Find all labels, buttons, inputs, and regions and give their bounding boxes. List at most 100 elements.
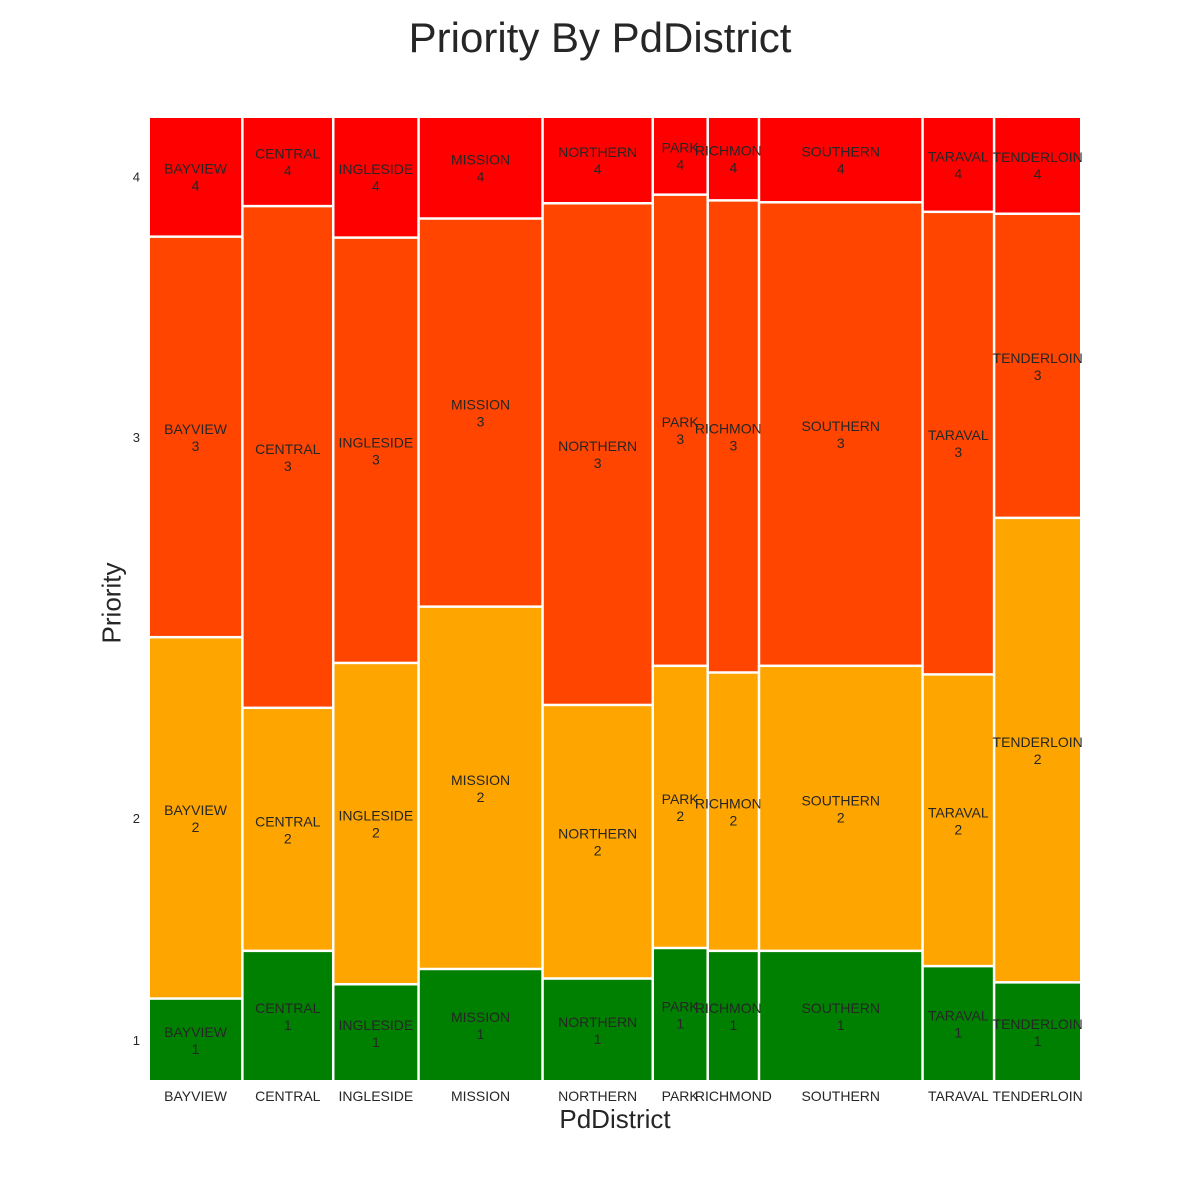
- y-tick-label: 2: [133, 811, 140, 826]
- mosaic-cell-northern-3: [543, 204, 652, 704]
- cell-label: INGLESIDE: [339, 434, 414, 450]
- mosaic-cell-ingleside-4: [334, 118, 418, 237]
- mosaic-cell-northern-1: [543, 979, 652, 1080]
- x-tick-label: INGLESIDE: [339, 1088, 414, 1104]
- mosaic-cell-mission-3: [419, 219, 542, 606]
- cell-label: 1: [192, 1041, 200, 1057]
- cell-label: NORTHERN: [558, 438, 637, 454]
- cell-label: TARAVAL: [928, 1008, 989, 1024]
- mosaic-cell-ingleside-1: [334, 985, 418, 1080]
- mosaic-cell-taraval-3: [923, 213, 993, 674]
- cell-label: MISSION: [451, 1009, 510, 1025]
- x-axis-title: PdDistrict: [559, 1104, 671, 1134]
- cell-label: 2: [477, 789, 485, 805]
- cell-label: 2: [837, 809, 845, 825]
- mosaic-cell-bayview-1: [150, 999, 242, 1080]
- mosaic-cell-ingleside-2: [334, 664, 418, 983]
- cell-label: 2: [1034, 751, 1042, 767]
- mosaic-cell-taraval-4: [923, 118, 993, 211]
- cell-label: TARAVAL: [928, 804, 989, 820]
- cell-label: 3: [1034, 367, 1042, 383]
- cell-label: 1: [676, 1016, 684, 1032]
- cell-label: SOUTHERN: [801, 418, 880, 434]
- mosaic-cell-mission-1: [419, 970, 542, 1080]
- x-tick-label: TARAVAL: [928, 1088, 989, 1104]
- cell-label: NORTHERN: [558, 1014, 637, 1030]
- cell-label: PARK: [662, 791, 700, 807]
- cell-label: PARK: [662, 414, 700, 430]
- y-tick-label: 3: [133, 430, 140, 445]
- mosaic-cell-tenderloin-1: [995, 983, 1080, 1080]
- cell-label: SOUTHERN: [801, 144, 880, 160]
- cell-label: 2: [594, 843, 602, 859]
- cell-label: 4: [372, 178, 380, 194]
- cell-label: MISSION: [451, 772, 510, 788]
- mosaic-cell-bayview-2: [150, 638, 242, 998]
- cell-label: TENDERLOIN: [993, 1016, 1083, 1032]
- mosaic-cell-richmond-1: [708, 952, 758, 1080]
- mosaic-cell-taraval-2: [923, 675, 993, 965]
- cell-label: 4: [676, 157, 684, 173]
- mosaic-cell-park-3: [653, 195, 707, 665]
- cell-label: CENTRAL: [255, 145, 321, 161]
- y-tick-label: 4: [133, 170, 140, 185]
- cell-label: PARK: [662, 140, 700, 156]
- cell-label: 3: [284, 458, 292, 474]
- mosaic-cell-park-4: [653, 118, 707, 194]
- mosaic-cell-bayview-4: [150, 118, 242, 236]
- mosaic-cell-richmond-3: [708, 201, 758, 672]
- cell-label: CENTRAL: [255, 813, 321, 829]
- x-tick-label: TENDERLOIN: [993, 1088, 1083, 1104]
- mosaic-cell-southern-1: [760, 952, 922, 1080]
- x-tick-label: MISSION: [451, 1088, 510, 1104]
- cell-label: 3: [594, 455, 602, 471]
- cell-label: 4: [1034, 166, 1042, 182]
- cell-label: 2: [372, 825, 380, 841]
- y-axis-title: Priority: [96, 562, 127, 644]
- cell-label: SOUTHERN: [801, 1000, 880, 1016]
- cell-label: 3: [372, 451, 380, 467]
- mosaic-cell-central-2: [243, 709, 332, 950]
- mosaic-cell-southern-3: [760, 203, 922, 665]
- cell-label: 2: [729, 813, 737, 829]
- cell-label: BAYVIEW: [164, 802, 228, 818]
- mosaic-cell-ingleside-3: [334, 238, 418, 662]
- x-tick-label: BAYVIEW: [164, 1088, 228, 1104]
- x-tick-label: RICHMOND: [695, 1088, 772, 1104]
- cell-label: BAYVIEW: [164, 161, 228, 177]
- x-tick-label: NORTHERN: [558, 1088, 637, 1104]
- cell-label: TENDERLOIN: [993, 149, 1083, 165]
- cell-label: 2: [192, 819, 200, 835]
- cell-label: MISSION: [451, 152, 510, 168]
- cell-label: BAYVIEW: [164, 421, 228, 437]
- cell-label: 3: [954, 444, 962, 460]
- cell-label: 1: [477, 1026, 485, 1042]
- mosaic-cell-park-2: [653, 667, 707, 947]
- mosaic-cell-tenderloin-3: [995, 215, 1080, 517]
- cell-label: 1: [954, 1025, 962, 1041]
- cell-label: 4: [954, 165, 962, 181]
- mosaic-cell-central-3: [243, 207, 332, 707]
- mosaic-cell-richmond-4: [708, 118, 758, 200]
- mosaic-cell-bayview-3: [150, 237, 242, 636]
- mosaic-cell-taraval-1: [923, 967, 993, 1080]
- cell-label: 4: [837, 161, 845, 177]
- cell-label: 4: [594, 161, 602, 177]
- cell-label: 4: [192, 178, 200, 194]
- cell-label: TARAVAL: [928, 148, 989, 164]
- cell-label: MISSION: [451, 397, 510, 413]
- cell-label: INGLESIDE: [339, 808, 414, 824]
- cell-label: 2: [284, 830, 292, 846]
- cell-label: 3: [837, 435, 845, 451]
- mosaic-cell-mission-2: [419, 607, 542, 968]
- mosaic-cell-central-1: [243, 952, 332, 1080]
- mosaic-cell-southern-4: [760, 118, 922, 202]
- mosaic-cell-richmond-2: [708, 673, 758, 950]
- y-tick-label: 1: [133, 1033, 140, 1048]
- mosaic-cell-tenderloin-2: [995, 519, 1080, 982]
- cell-label: BAYVIEW: [164, 1024, 228, 1040]
- mosaic-cell-park-1: [653, 949, 707, 1080]
- cell-label: 3: [729, 437, 737, 453]
